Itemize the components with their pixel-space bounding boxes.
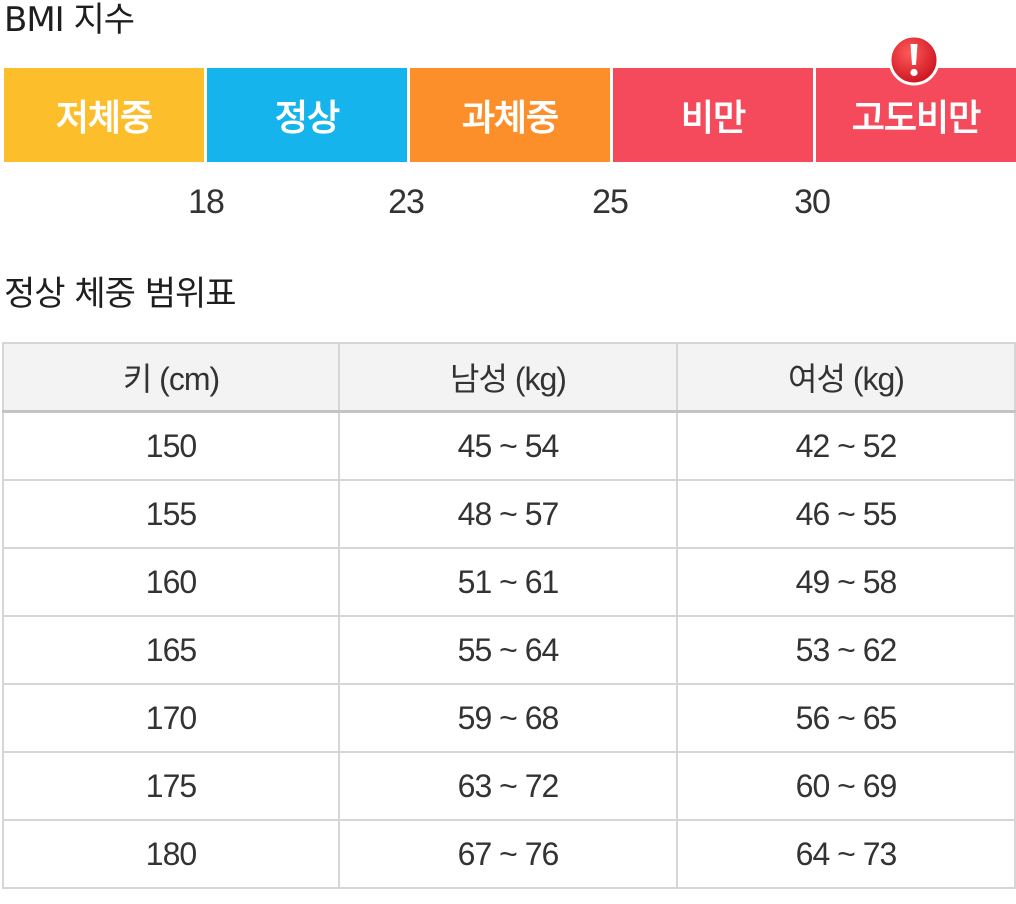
male-range-cell: 59 ~ 68 bbox=[338, 683, 678, 753]
height-cell: 165 bbox=[2, 615, 340, 685]
bmi-threshold-label: 23 bbox=[388, 183, 425, 221]
column-header-female: 여성 (kg) bbox=[676, 342, 1016, 413]
height-cell: 150 bbox=[2, 410, 340, 481]
height-cell: 160 bbox=[2, 547, 340, 617]
table-row: 175 63 ~ 72 60 ~ 69 bbox=[2, 751, 1016, 821]
female-range-cell: 49 ~ 58 bbox=[676, 547, 1016, 617]
table-row: 155 48 ~ 57 46 ~ 55 bbox=[2, 479, 1016, 549]
female-range-cell: 56 ~ 65 bbox=[676, 683, 1016, 753]
male-range-cell: 45 ~ 54 bbox=[338, 410, 678, 481]
bmi-threshold-scale: 18 23 25 30 bbox=[0, 180, 1016, 224]
bmi-threshold-label: 25 bbox=[592, 183, 629, 221]
female-range-cell: 42 ~ 52 bbox=[676, 410, 1016, 481]
bmi-segment-underweight: 저체중 bbox=[4, 68, 204, 162]
exclamation-circle-icon bbox=[888, 34, 940, 86]
height-cell: 170 bbox=[2, 683, 340, 753]
male-range-cell: 48 ~ 57 bbox=[338, 479, 678, 549]
normal-weight-table: 키 (cm) 남성 (kg) 여성 (kg) 150 45 ~ 54 42 ~ … bbox=[2, 342, 1016, 889]
bmi-category-bar: 저체중 정상 과체중 비만 고도비만 bbox=[4, 68, 1016, 162]
female-range-cell: 53 ~ 62 bbox=[676, 615, 1016, 685]
bmi-threshold-label: 18 bbox=[188, 183, 225, 221]
male-range-cell: 55 ~ 64 bbox=[338, 615, 678, 685]
table-row: 150 45 ~ 54 42 ~ 52 bbox=[2, 410, 1016, 481]
bmi-segment-obese: 비만 bbox=[610, 68, 813, 162]
male-range-cell: 51 ~ 61 bbox=[338, 547, 678, 617]
table-header-row: 키 (cm) 남성 (kg) 여성 (kg) bbox=[2, 342, 1016, 413]
table-row: 180 67 ~ 76 64 ~ 73 bbox=[2, 819, 1016, 889]
table-row: 160 51 ~ 61 49 ~ 58 bbox=[2, 547, 1016, 617]
male-range-cell: 63 ~ 72 bbox=[338, 751, 678, 821]
male-range-cell: 67 ~ 76 bbox=[338, 819, 678, 889]
bmi-section-title: BMI 지수 bbox=[4, 0, 135, 40]
height-cell: 180 bbox=[2, 819, 340, 889]
weight-table-title: 정상 체중 범위표 bbox=[4, 274, 237, 314]
bmi-segment-normal: 정상 bbox=[204, 68, 407, 162]
column-header-height: 키 (cm) bbox=[2, 342, 340, 413]
female-range-cell: 46 ~ 55 bbox=[676, 479, 1016, 549]
table-row: 165 55 ~ 64 53 ~ 62 bbox=[2, 615, 1016, 685]
height-cell: 155 bbox=[2, 479, 340, 549]
table-row: 170 59 ~ 68 56 ~ 65 bbox=[2, 683, 1016, 753]
female-range-cell: 60 ~ 69 bbox=[676, 751, 1016, 821]
height-cell: 175 bbox=[2, 751, 340, 821]
bmi-threshold-label: 30 bbox=[794, 183, 831, 221]
bmi-segment-overweight: 과체중 bbox=[407, 68, 610, 162]
female-range-cell: 64 ~ 73 bbox=[676, 819, 1016, 889]
column-header-male: 남성 (kg) bbox=[338, 342, 678, 413]
